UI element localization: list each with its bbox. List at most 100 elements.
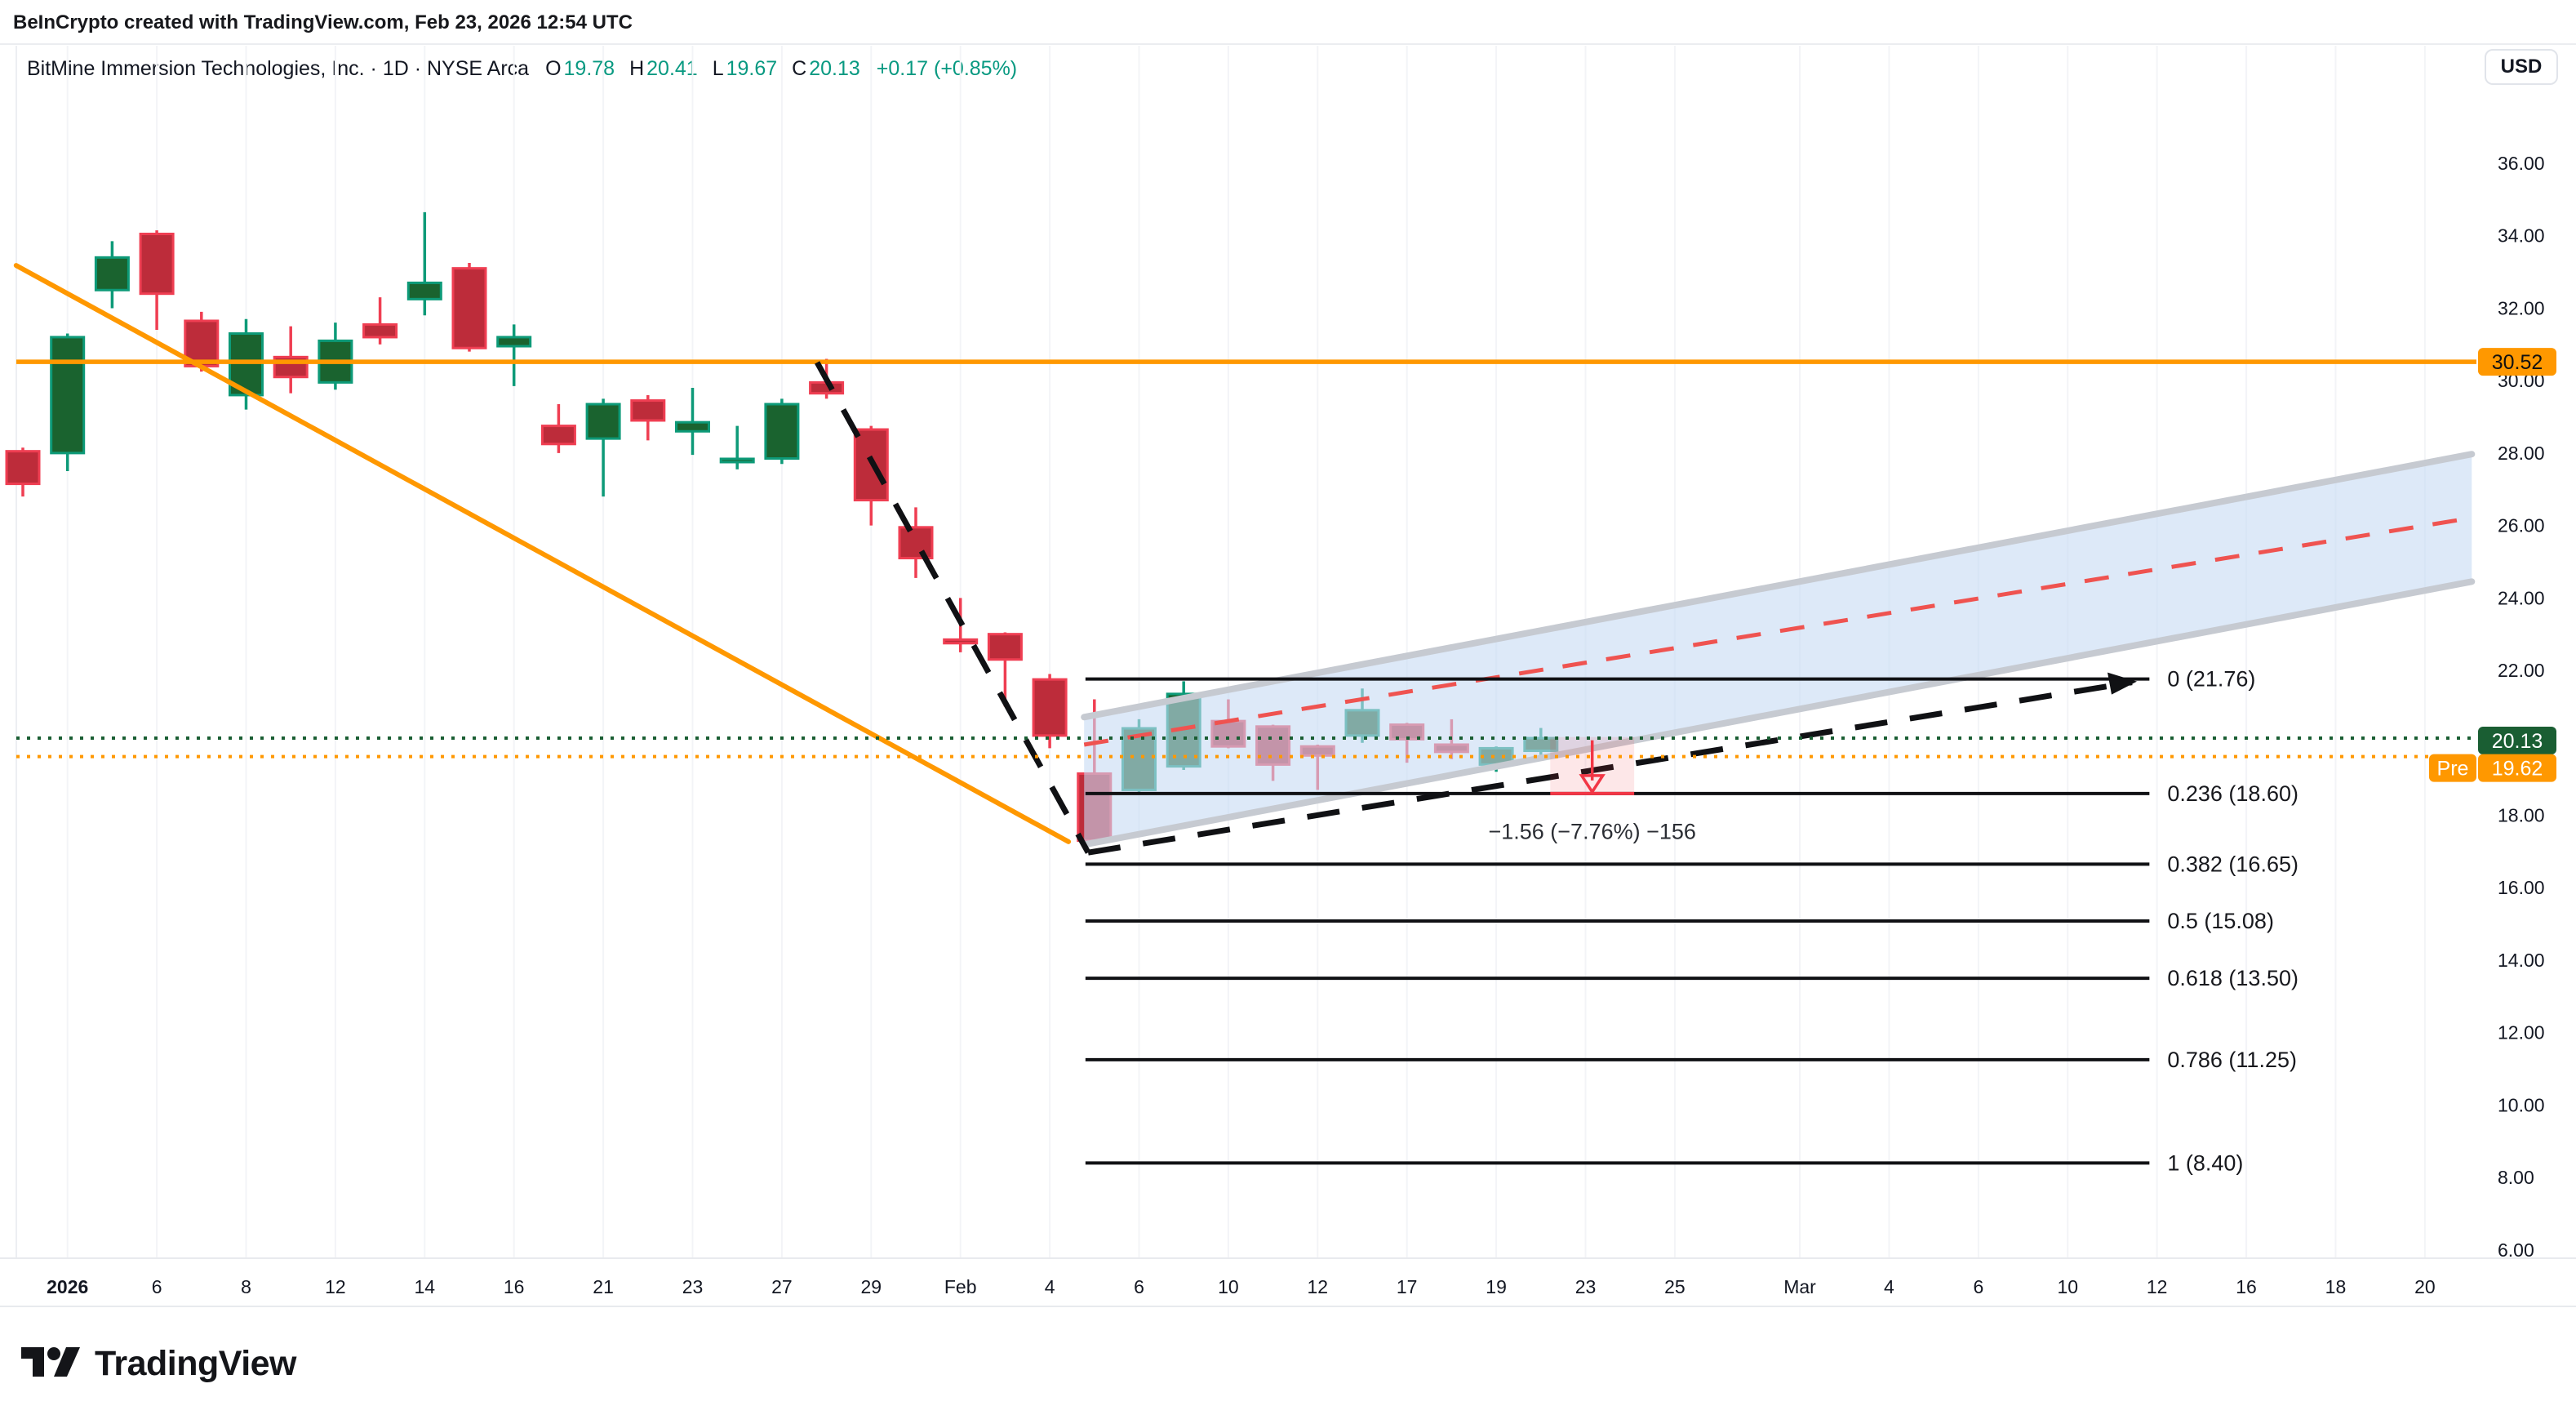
currency-button[interactable]: USD [2485, 49, 2558, 85]
dashed-uptrend-line[interactable] [1087, 679, 2133, 856]
date-label: 27 [771, 1276, 793, 1297]
price-tick-label: 16.00 [2498, 877, 2545, 898]
price-tick-label: 32.00 [2498, 297, 2545, 318]
premarket-tag-badge-bg [2429, 754, 2476, 782]
last-price-badge-text: 20.13 [2492, 730, 2543, 753]
candle-body [50, 336, 86, 455]
ohlc-O: O 19.78 [545, 57, 615, 80]
candle [585, 398, 621, 497]
candle-body [139, 233, 175, 296]
hline-price-badge-text: 30.52 [2492, 351, 2543, 374]
date-label: 10 [1218, 1276, 1239, 1297]
candle [1032, 674, 1068, 749]
date-label: 14 [415, 1276, 436, 1297]
descending-trendline[interactable] [13, 263, 1072, 844]
hline-price-badge: 30.52 [2478, 348, 2556, 376]
symbol-info-bar: BitMine Immersion Technologies, Inc. · 1… [27, 57, 1017, 81]
tradingview-logo[interactable]: TradingView [21, 1341, 297, 1386]
date-label: 2026 [47, 1276, 88, 1297]
price-tick-label: 18.00 [2498, 804, 2545, 825]
projection-label: −1.56 (−7.76%) −156 [1488, 819, 1695, 843]
price-tick-label: 24.00 [2498, 587, 2545, 608]
candle-body [406, 281, 442, 300]
candle [451, 262, 487, 352]
channel-fill [1084, 454, 2472, 845]
ohlc-values: O 19.78 H 20.41 L 19.67 C 20.13 [545, 57, 860, 81]
date-label: 6 [1134, 1276, 1144, 1297]
date-label: 16 [504, 1276, 525, 1297]
date-label: 8 [241, 1276, 251, 1297]
candle [50, 333, 86, 472]
candle-body [5, 450, 41, 486]
candle-body [540, 425, 576, 446]
gridlines [0, 43, 2576, 1307]
candle [764, 398, 800, 465]
trendline-arrowhead [2107, 672, 2138, 695]
date-label: 23 [682, 1276, 704, 1297]
fib-retracement[interactable]: 0 (21.76) 0.236 (18.60) 0.382 (16.65) 0.5 (… [1085, 667, 2298, 1176]
premarket-tag-badge-text: Pre [2437, 758, 2469, 781]
candle-body [764, 403, 800, 461]
last-price-badge: 20.13 [2478, 726, 2556, 754]
candle-body [987, 633, 1023, 661]
watermark-credit: BeInCrypto created with TradingView.com,… [13, 11, 633, 33]
premarket-tag-badge: Pre [2429, 754, 2476, 782]
candle [94, 241, 130, 309]
date-label: 6 [152, 1276, 162, 1297]
price-tick-label: 36.00 [2498, 153, 2545, 174]
channel-lower-edge [1081, 578, 2476, 848]
candle [898, 507, 934, 578]
symbol-title[interactable]: BitMine Immersion Technologies, Inc. · 1… [27, 57, 530, 80]
date-label: 19 [1486, 1276, 1507, 1297]
fib-level-label: 1 (8.40) [2167, 1150, 2243, 1175]
candle [987, 632, 1023, 707]
premarket-price-badge-bg [2478, 754, 2556, 782]
candle-body [94, 256, 130, 291]
candle [5, 447, 41, 497]
date-label: 10 [2057, 1276, 2078, 1297]
candle-body [630, 399, 666, 422]
candle [318, 323, 353, 390]
candle [540, 403, 576, 453]
price-axis[interactable]: 36.0034.0032.0030.0028.0026.0024.0022.00… [2498, 153, 2545, 1261]
candle [362, 297, 398, 345]
candle-body [898, 526, 934, 560]
candle-body [675, 420, 710, 433]
date-label: 12 [1308, 1276, 1329, 1297]
date-label: 23 [1575, 1276, 1597, 1297]
date-label: Mar [1783, 1276, 1816, 1297]
candle-body [362, 323, 398, 339]
candle-body [1032, 678, 1068, 737]
fib-level-label: 0.618 (13.50) [2167, 966, 2298, 990]
channel-upper-edge [1081, 451, 2476, 721]
hline-price-badge-bg [2478, 348, 2556, 376]
date-label: 4 [1045, 1276, 1055, 1297]
projection-arrowhead [1579, 774, 1606, 795]
ohlc-H: H 20.41 [629, 57, 698, 80]
ohlc-L: L 19.67 [712, 57, 778, 80]
candle [496, 324, 532, 386]
candle-body [943, 638, 979, 645]
tradingview-logo-icon [21, 1347, 80, 1377]
price-tick-label: 34.00 [2498, 225, 2545, 247]
projection-channel[interactable] [1081, 451, 2476, 848]
fib-level-label: 0.5 (15.08) [2167, 909, 2274, 933]
price-tick-label: 28.00 [2498, 443, 2545, 464]
date-label: 20 [2414, 1276, 2436, 1297]
price-tick-label: 6.00 [2498, 1239, 2534, 1261]
time-axis[interactable]: 2026 6 8 12 14 16 21 23 27 29 Feb 4 6 10 12 17 19 23 25 Mar… [47, 1276, 2436, 1297]
last-price-badge-bg [2478, 726, 2556, 754]
candle-body [585, 403, 621, 440]
date-label: 29 [861, 1276, 882, 1297]
date-label: 16 [2236, 1276, 2257, 1297]
dashed-downtrend-line[interactable] [815, 361, 1091, 854]
projection-range[interactable]: −1.56 (−7.76%) −156 [1488, 736, 1696, 844]
price-tick-label: 12.00 [2498, 1022, 2545, 1043]
candle-body [719, 457, 755, 464]
fib-level-label: 0.382 (16.65) [2167, 852, 2298, 876]
date-label: 4 [1884, 1276, 1894, 1297]
candle-body [451, 267, 487, 349]
tradingview-logo-text: TradingView [95, 1343, 297, 1383]
